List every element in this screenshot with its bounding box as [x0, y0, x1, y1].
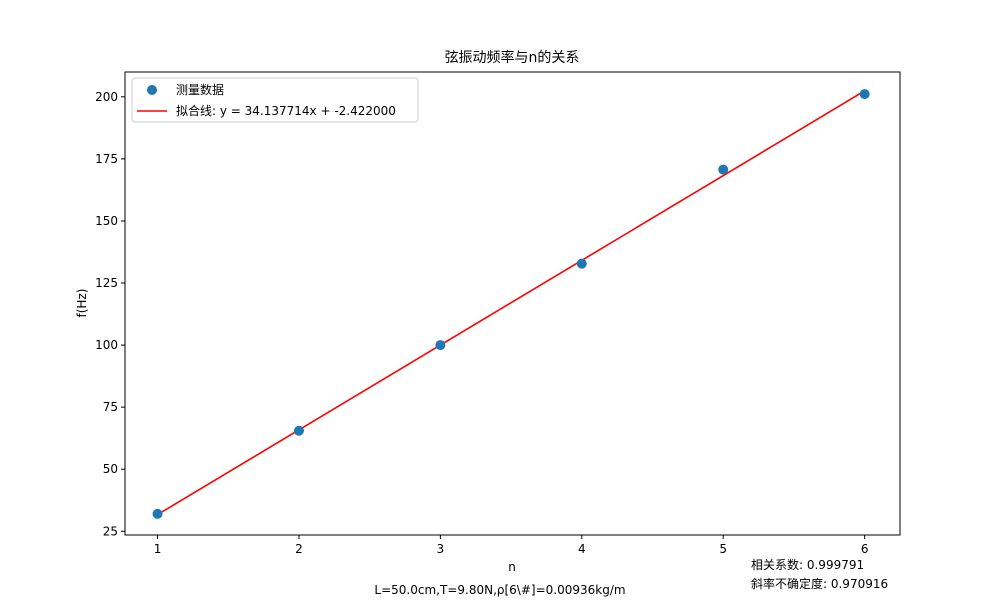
legend-marker-measured	[147, 85, 157, 95]
correlation-annotation: 相关系数: 0.999791	[751, 557, 864, 572]
x-tick-label: 6	[861, 542, 869, 556]
y-tick-label: 100	[95, 338, 118, 352]
data-point	[435, 340, 446, 351]
legend-box	[131, 77, 419, 123]
y-tick-label: 150	[95, 214, 118, 228]
data-point	[293, 425, 304, 436]
y-tick-label: 25	[103, 524, 118, 538]
data-point	[718, 164, 729, 175]
x-axis-label: n	[508, 560, 516, 574]
x-tick-label: 3	[437, 542, 445, 556]
data-point	[576, 258, 587, 269]
y-tick-label: 200	[95, 90, 118, 104]
legend-label-measured: 测量数据	[176, 82, 224, 97]
legend-label-fit: 拟合线: y = 34.137714x + -2.422000	[176, 103, 396, 118]
legend: 测量数据 拟合线: y = 34.137714x + -2.422000	[131, 77, 419, 123]
y-axis-label: f(Hz)	[75, 289, 89, 318]
x-tick-label: 2	[295, 542, 303, 556]
y-tick-label: 125	[95, 276, 118, 290]
y-tick-label: 50	[103, 462, 118, 476]
y-tick-label: 175	[95, 152, 118, 166]
plot-area: 1 2 3 4 5 6 25 50 75 100 125 150 175 200	[95, 89, 870, 556]
plot-frame	[124, 71, 901, 536]
chart-title: 弦振动频率与n的关系	[445, 49, 580, 66]
y-tick-label: 75	[103, 400, 118, 414]
x-tick-label: 5	[719, 542, 727, 556]
fit-line	[157, 90, 866, 516]
slope-uncertainty-annotation: 斜率不确定度: 0.970916	[751, 576, 888, 591]
params-annotation: L=50.0cm,T=9.80N,ρ[6\#]=0.00936kg/m	[374, 583, 625, 597]
x-tick-label: 4	[578, 542, 586, 556]
x-tick-label: 1	[154, 542, 162, 556]
data-point	[859, 89, 870, 100]
data-point	[152, 508, 163, 519]
